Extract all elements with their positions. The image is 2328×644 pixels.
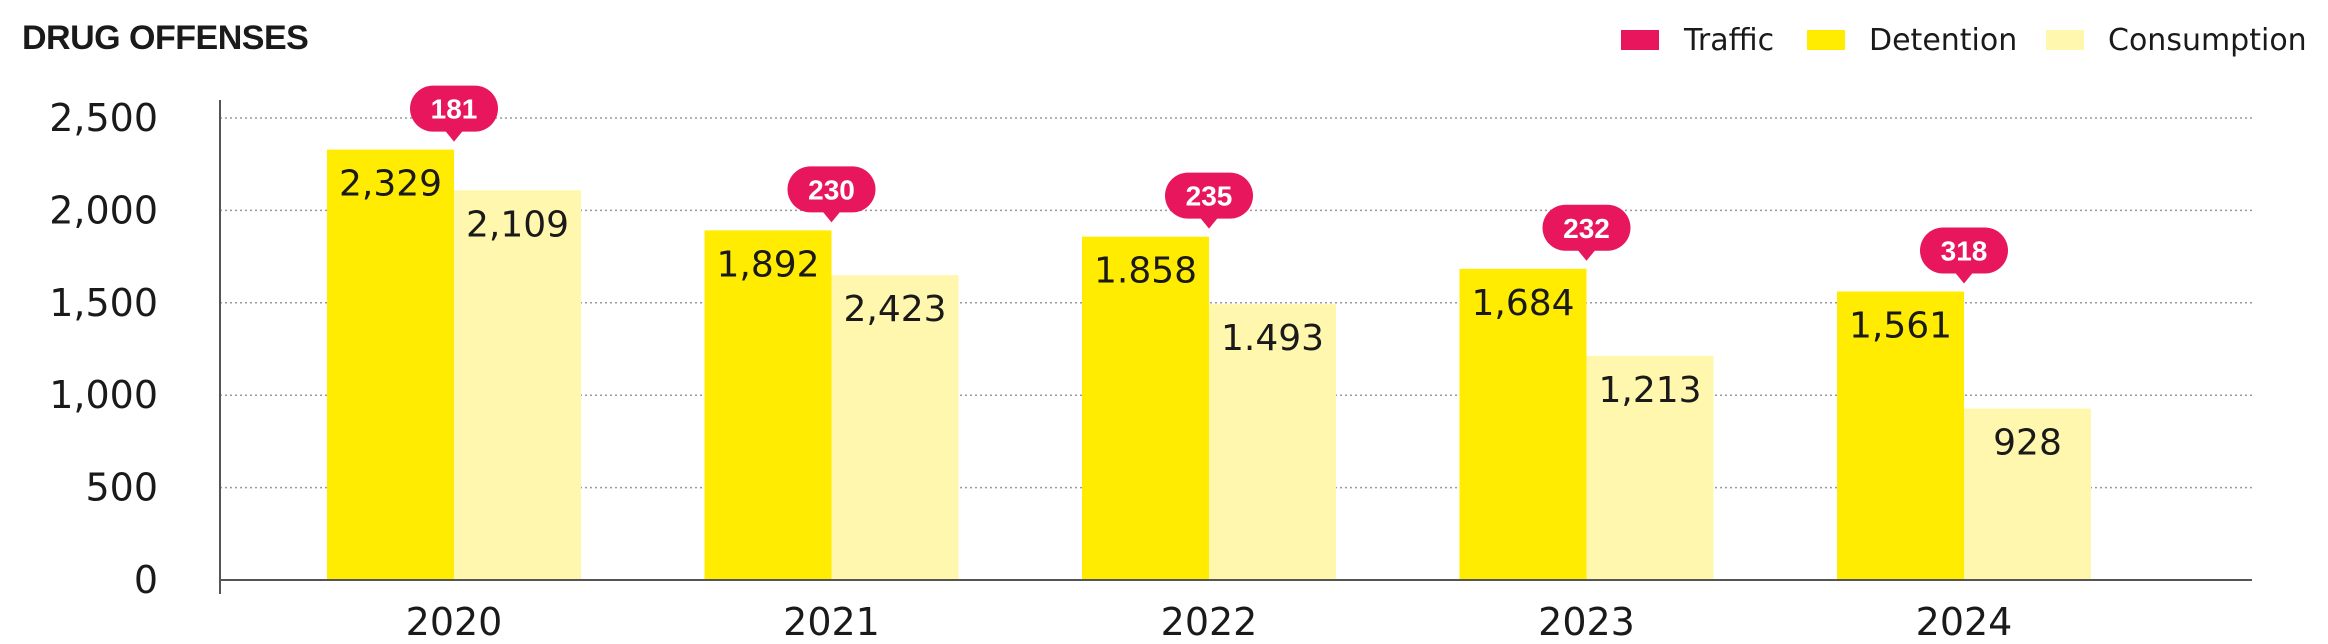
y-tick-label: 0 (134, 558, 158, 602)
bar-detention-2022 (1082, 236, 1209, 580)
legend: Traffic Detention Consumption (1621, 23, 2307, 58)
traffic-callout-bubble (1165, 172, 1253, 219)
traffic-callout-2024: 318 (1920, 227, 2008, 284)
legend-label-consumption: Consumption (2108, 23, 2307, 58)
y-tick-label: 2,000 (49, 188, 158, 232)
bar-consumption-2023 (1586, 355, 1714, 580)
traffic-callout-pointer (1200, 217, 1218, 229)
legend-swatch-detention (1807, 30, 1845, 50)
bars: 2,329 2,109 1,892 2,423 1.858 1.493 1,684 1,213… (327, 149, 2091, 580)
traffic-callout-bubble (410, 85, 498, 132)
bar-label-detention-2023: 1,684 (1471, 283, 1574, 324)
bar-label-consumption-2020: 2,109 (466, 204, 569, 245)
traffic-callout-pointer (822, 211, 841, 223)
y-tick-label: 1,500 (49, 281, 158, 325)
bar-detention-2023 (1459, 268, 1587, 580)
bar-label-detention-2020: 2,329 (339, 164, 442, 205)
bar-consumption-2020 (454, 190, 581, 580)
traffic-callout-bubble (1920, 227, 2008, 274)
legend-label-detention: Detention (1869, 23, 2017, 58)
traffic-callout-2021: 230 (787, 166, 876, 223)
x-tick-label-2023: 2023 (1538, 600, 1635, 644)
traffic-callout-2022: 235 (1165, 172, 1253, 229)
traffic-callout-label: 181 (431, 94, 478, 125)
bar-label-detention-2021: 1,892 (716, 244, 819, 285)
legend-swatch-consumption (2046, 30, 2084, 50)
traffic-callout-2020: 181 (410, 85, 498, 142)
y-axis-tick-labels: 0 500 1,000 1,500 2,000 2,500 (49, 96, 158, 602)
bar-label-consumption-2021: 2,423 (843, 289, 946, 330)
x-tick-label-2024: 2024 (1916, 600, 2013, 644)
y-tick-label: 2,500 (49, 96, 158, 140)
traffic-callout-label: 230 (808, 174, 855, 205)
traffic-callout-pointer (1955, 272, 1973, 284)
x-axis-tick-labels: 2020 2021 2022 2023 2024 (406, 600, 2013, 644)
x-tick-label-2021: 2021 (783, 600, 880, 644)
traffic-callout-bubble (787, 166, 876, 213)
legend-label-traffic: Traffic (1683, 23, 1774, 58)
traffic-callout-label: 318 (1941, 236, 1988, 267)
traffic-callout-pointer (445, 130, 463, 142)
traffic-callout-label: 232 (1563, 213, 1610, 244)
bar-consumption-2022 (1209, 304, 1336, 580)
bar-label-detention-2022: 1.858 (1094, 251, 1197, 292)
bar-label-consumption-2024: 928 (1993, 423, 2062, 464)
bar-detention-2021 (704, 230, 832, 580)
bar-label-consumption-2023: 1,213 (1598, 370, 1701, 411)
y-tick-label: 1,000 (49, 373, 158, 417)
bar-label-consumption-2022: 1.493 (1221, 318, 1324, 359)
bar-consumption-2024 (1964, 408, 2091, 580)
bar-detention-2020 (327, 149, 454, 580)
bar-consumption-2021 (831, 275, 959, 580)
traffic-callout-2023: 232 (1542, 204, 1631, 261)
traffic-callout-label: 235 (1186, 181, 1233, 212)
chart-title: DRUG OFFENSES (22, 19, 308, 57)
traffic-callout-bubble (1542, 204, 1631, 251)
y-tick-label: 500 (85, 466, 158, 510)
x-tick-label-2020: 2020 (406, 600, 503, 644)
x-tick-label-2022: 2022 (1161, 600, 1258, 644)
bar-label-detention-2024: 1,561 (1849, 306, 1952, 347)
legend-swatch-traffic (1621, 30, 1659, 50)
traffic-callouts: 181 230 235 232 318 (410, 85, 2008, 284)
bar-detention-2024 (1837, 291, 1964, 580)
traffic-callout-pointer (1577, 249, 1596, 261)
